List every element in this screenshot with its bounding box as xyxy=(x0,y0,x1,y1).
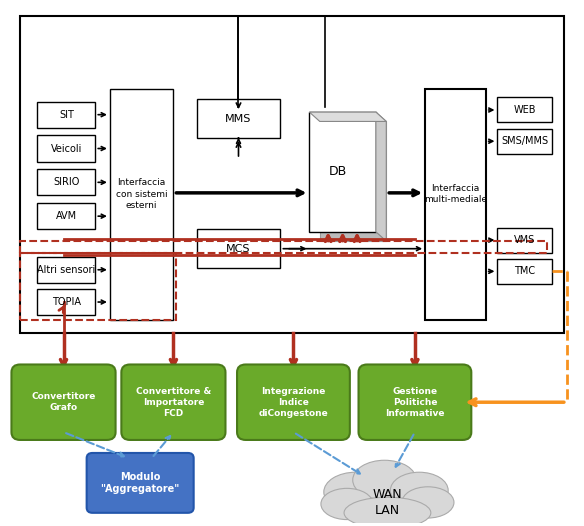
Text: VMS: VMS xyxy=(514,235,536,245)
Ellipse shape xyxy=(324,472,387,512)
Text: AVM: AVM xyxy=(56,211,77,221)
FancyBboxPatch shape xyxy=(498,129,552,154)
FancyBboxPatch shape xyxy=(37,203,95,229)
Text: DB: DB xyxy=(328,165,346,178)
Text: Integrazione
Indice
diCongestone: Integrazione Indice diCongestone xyxy=(259,387,328,418)
FancyBboxPatch shape xyxy=(310,112,376,232)
FancyBboxPatch shape xyxy=(498,97,552,123)
FancyBboxPatch shape xyxy=(37,257,95,283)
Text: WEB: WEB xyxy=(513,105,536,115)
Text: Veicoli: Veicoli xyxy=(51,144,82,154)
Text: MMS: MMS xyxy=(225,114,252,124)
FancyBboxPatch shape xyxy=(359,365,471,440)
FancyBboxPatch shape xyxy=(86,453,194,513)
FancyBboxPatch shape xyxy=(121,365,225,440)
FancyBboxPatch shape xyxy=(498,228,552,252)
Text: TMC: TMC xyxy=(515,266,536,276)
FancyBboxPatch shape xyxy=(37,169,95,195)
Text: Interfaccia
con sistemi
esterni: Interfaccia con sistemi esterni xyxy=(116,178,168,210)
FancyBboxPatch shape xyxy=(197,99,280,138)
Text: TOPIA: TOPIA xyxy=(52,297,81,307)
Text: Gestione
Politiche
Informative: Gestione Politiche Informative xyxy=(385,387,444,418)
Text: MCS: MCS xyxy=(226,244,251,254)
Polygon shape xyxy=(376,112,386,241)
Text: Convertitore &
Importatore
FCD: Convertitore & Importatore FCD xyxy=(136,387,211,418)
Text: SMS/MMS: SMS/MMS xyxy=(501,136,548,146)
FancyBboxPatch shape xyxy=(237,365,350,440)
Text: Altri sensori: Altri sensori xyxy=(37,265,96,275)
Ellipse shape xyxy=(390,472,448,509)
Text: Modulo
"Aggregatore": Modulo "Aggregatore" xyxy=(100,472,180,494)
FancyBboxPatch shape xyxy=(110,89,173,320)
Polygon shape xyxy=(310,112,386,122)
Text: Interfaccia
multi-mediale: Interfaccia multi-mediale xyxy=(424,184,487,204)
Ellipse shape xyxy=(402,487,454,518)
Ellipse shape xyxy=(321,488,373,520)
Text: Convertitore
Grafo: Convertitore Grafo xyxy=(32,392,96,412)
FancyBboxPatch shape xyxy=(37,289,95,315)
FancyBboxPatch shape xyxy=(37,136,95,161)
Text: WAN
LAN: WAN LAN xyxy=(373,488,402,517)
FancyBboxPatch shape xyxy=(425,89,486,320)
Text: SIT: SIT xyxy=(59,110,74,120)
FancyBboxPatch shape xyxy=(12,365,116,440)
FancyBboxPatch shape xyxy=(37,102,95,128)
Text: SIRIO: SIRIO xyxy=(53,177,79,187)
FancyBboxPatch shape xyxy=(320,122,386,241)
FancyBboxPatch shape xyxy=(498,259,552,284)
FancyBboxPatch shape xyxy=(197,229,280,268)
Ellipse shape xyxy=(344,497,431,526)
Ellipse shape xyxy=(353,460,416,500)
